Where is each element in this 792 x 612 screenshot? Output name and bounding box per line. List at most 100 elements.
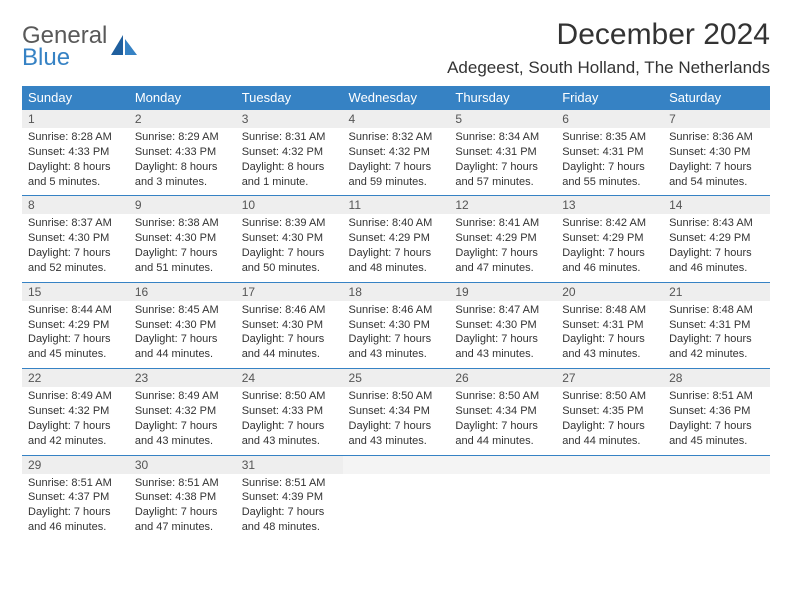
calendar-cell: 20Sunrise: 8:48 AMSunset: 4:31 PMDayligh…	[556, 282, 663, 368]
daylight-text: Daylight: 7 hours and 54 minutes.	[669, 160, 764, 190]
daylight-text: Daylight: 7 hours and 44 minutes.	[135, 332, 230, 362]
sunset-text: Sunset: 4:34 PM	[455, 404, 550, 419]
sunset-text: Sunset: 4:30 PM	[669, 145, 764, 160]
daylight-text: Daylight: 8 hours and 1 minute.	[242, 160, 337, 190]
daylight-text: Daylight: 7 hours and 50 minutes.	[242, 246, 337, 276]
calendar-cell: 5Sunrise: 8:34 AMSunset: 4:31 PMDaylight…	[449, 109, 556, 195]
daylight-text: Daylight: 7 hours and 55 minutes.	[562, 160, 657, 190]
sunset-text: Sunset: 4:30 PM	[242, 318, 337, 333]
calendar-cell	[343, 455, 450, 541]
weekday-header: Saturday	[663, 86, 770, 109]
weekday-header-row: Sunday Monday Tuesday Wednesday Thursday…	[22, 86, 770, 109]
day-number: 23	[129, 368, 236, 387]
day-number: 13	[556, 195, 663, 214]
sunrise-text: Sunrise: 8:51 AM	[669, 389, 764, 404]
day-details: Sunrise: 8:50 AMSunset: 4:33 PMDaylight:…	[236, 387, 343, 448]
daylight-text: Daylight: 7 hours and 46 minutes.	[562, 246, 657, 276]
day-number: 14	[663, 195, 770, 214]
daylight-text: Daylight: 7 hours and 43 minutes.	[349, 419, 444, 449]
sunrise-text: Sunrise: 8:38 AM	[135, 216, 230, 231]
sunrise-text: Sunrise: 8:32 AM	[349, 130, 444, 145]
day-number: 1	[22, 109, 129, 128]
calendar-cell: 28Sunrise: 8:51 AMSunset: 4:36 PMDayligh…	[663, 368, 770, 454]
sunset-text: Sunset: 4:30 PM	[135, 231, 230, 246]
day-details: Sunrise: 8:43 AMSunset: 4:29 PMDaylight:…	[663, 214, 770, 275]
daylight-text: Daylight: 7 hours and 46 minutes.	[669, 246, 764, 276]
day-number: 16	[129, 282, 236, 301]
weekday-header: Sunday	[22, 86, 129, 109]
sunset-text: Sunset: 4:30 PM	[135, 318, 230, 333]
daylight-text: Daylight: 8 hours and 3 minutes.	[135, 160, 230, 190]
day-details: Sunrise: 8:39 AMSunset: 4:30 PMDaylight:…	[236, 214, 343, 275]
sunset-text: Sunset: 4:29 PM	[28, 318, 123, 333]
calendar-week-row: 29Sunrise: 8:51 AMSunset: 4:37 PMDayligh…	[22, 455, 770, 541]
day-number: 17	[236, 282, 343, 301]
sunrise-text: Sunrise: 8:51 AM	[242, 476, 337, 491]
day-details: Sunrise: 8:42 AMSunset: 4:29 PMDaylight:…	[556, 214, 663, 275]
sunrise-text: Sunrise: 8:42 AM	[562, 216, 657, 231]
header: General Blue December 2024 Adegeest, Sou…	[22, 18, 770, 78]
day-number: 12	[449, 195, 556, 214]
sunset-text: Sunset: 4:36 PM	[669, 404, 764, 419]
daylight-text: Daylight: 7 hours and 43 minutes.	[562, 332, 657, 362]
sunrise-text: Sunrise: 8:43 AM	[669, 216, 764, 231]
calendar-cell: 16 Sunrise: 8:45 AMSunset: 4:30 PMDayligh…	[129, 282, 236, 368]
calendar-cell: 21Sunrise: 8:48 AMSunset: 4:31 PMDayligh…	[663, 282, 770, 368]
day-details: Sunrise: 8:46 AMSunset: 4:30 PMDaylight:…	[236, 301, 343, 362]
sunset-text: Sunset: 4:30 PM	[455, 318, 550, 333]
sunrise-text: Sunrise: 8:48 AM	[669, 303, 764, 318]
day-details: Sunrise: 8:50 AMSunset: 4:35 PMDaylight:…	[556, 387, 663, 448]
sunset-text: Sunset: 4:38 PM	[135, 490, 230, 505]
day-details: Sunrise: 8:32 AMSunset: 4:32 PMDaylight:…	[343, 128, 450, 189]
calendar-cell: 22Sunrise: 8:49 AMSunset: 4:32 PMDayligh…	[22, 368, 129, 454]
daylight-text: Daylight: 8 hours and 5 minutes.	[28, 160, 123, 190]
calendar-cell: 1Sunrise: 8:28 AMSunset: 4:33 PMDaylight…	[22, 109, 129, 195]
sunset-text: Sunset: 4:29 PM	[455, 231, 550, 246]
weekday-header: Tuesday	[236, 86, 343, 109]
day-number: 19	[449, 282, 556, 301]
daylight-text: Daylight: 7 hours and 48 minutes.	[349, 246, 444, 276]
day-details: Sunrise: 8:41 AMSunset: 4:29 PMDaylight:…	[449, 214, 556, 275]
weekday-header: Wednesday	[343, 86, 450, 109]
day-details: Sunrise: 8:47 AMSunset: 4:30 PMDaylight:…	[449, 301, 556, 362]
sunrise-text: Sunrise: 8:51 AM	[28, 476, 123, 491]
daylight-text: Daylight: 7 hours and 42 minutes.	[28, 419, 123, 449]
sunset-text: Sunset: 4:30 PM	[349, 318, 444, 333]
daylight-text: Daylight: 7 hours and 52 minutes.	[28, 246, 123, 276]
sunrise-text: Sunrise: 8:48 AM	[562, 303, 657, 318]
weekday-header: Monday	[129, 86, 236, 109]
sunrise-text: Sunrise: 8:45 AM	[135, 303, 230, 318]
sunset-text: Sunset: 4:30 PM	[242, 231, 337, 246]
day-number: 11	[343, 195, 450, 214]
calendar-cell: 23Sunrise: 8:49 AMSunset: 4:32 PMDayligh…	[129, 368, 236, 454]
sunset-text: Sunset: 4:37 PM	[28, 490, 123, 505]
sunset-text: Sunset: 4:30 PM	[28, 231, 123, 246]
sunrise-text: Sunrise: 8:34 AM	[455, 130, 550, 145]
daylight-text: Daylight: 7 hours and 42 minutes.	[669, 332, 764, 362]
sunrise-text: Sunrise: 8:40 AM	[349, 216, 444, 231]
sunrise-text: Sunrise: 8:39 AM	[242, 216, 337, 231]
day-number: 3	[236, 109, 343, 128]
calendar-cell: 29Sunrise: 8:51 AMSunset: 4:37 PMDayligh…	[22, 455, 129, 541]
logo-text: General Blue	[22, 24, 107, 70]
title-block: December 2024 Adegeest, South Holland, T…	[447, 18, 770, 78]
sunrise-text: Sunrise: 8:41 AM	[455, 216, 550, 231]
day-details: Sunrise: 8:48 AMSunset: 4:31 PMDaylight:…	[663, 301, 770, 362]
calendar-cell: 26Sunrise: 8:50 AMSunset: 4:34 PMDayligh…	[449, 368, 556, 454]
day-number: 18	[343, 282, 450, 301]
day-number: 9	[129, 195, 236, 214]
daylight-text: Daylight: 7 hours and 45 minutes.	[28, 332, 123, 362]
sunset-text: Sunset: 4:39 PM	[242, 490, 337, 505]
day-details: Sunrise: 8:50 AMSunset: 4:34 PMDaylight:…	[449, 387, 556, 448]
day-number: 30	[129, 455, 236, 474]
logo: General Blue	[22, 24, 139, 70]
sunset-text: Sunset: 4:33 PM	[242, 404, 337, 419]
calendar-cell: 12Sunrise: 8:41 AMSunset: 4:29 PMDayligh…	[449, 195, 556, 281]
calendar-cell: 24Sunrise: 8:50 AMSunset: 4:33 PMDayligh…	[236, 368, 343, 454]
day-number: 15	[22, 282, 129, 301]
day-number: 22	[22, 368, 129, 387]
sunset-text: Sunset: 4:29 PM	[349, 231, 444, 246]
logo-sail-icon	[111, 35, 139, 64]
day-number: 8	[22, 195, 129, 214]
sunrise-text: Sunrise: 8:28 AM	[28, 130, 123, 145]
